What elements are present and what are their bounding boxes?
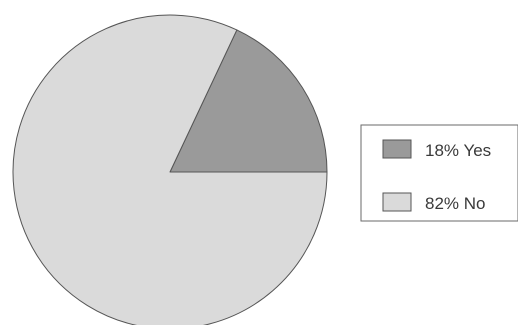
legend: 18% Yes 82% No (360, 124, 518, 222)
legend-label-no: 82% No (425, 194, 485, 213)
legend-label-yes: 18% Yes (425, 141, 491, 160)
legend-swatch-yes (382, 139, 412, 159)
legend-swatch-no (382, 192, 412, 212)
pie-slice-yes (169, 29, 328, 173)
pie-slices (12, 14, 328, 325)
pie-slice-no (12, 14, 328, 325)
